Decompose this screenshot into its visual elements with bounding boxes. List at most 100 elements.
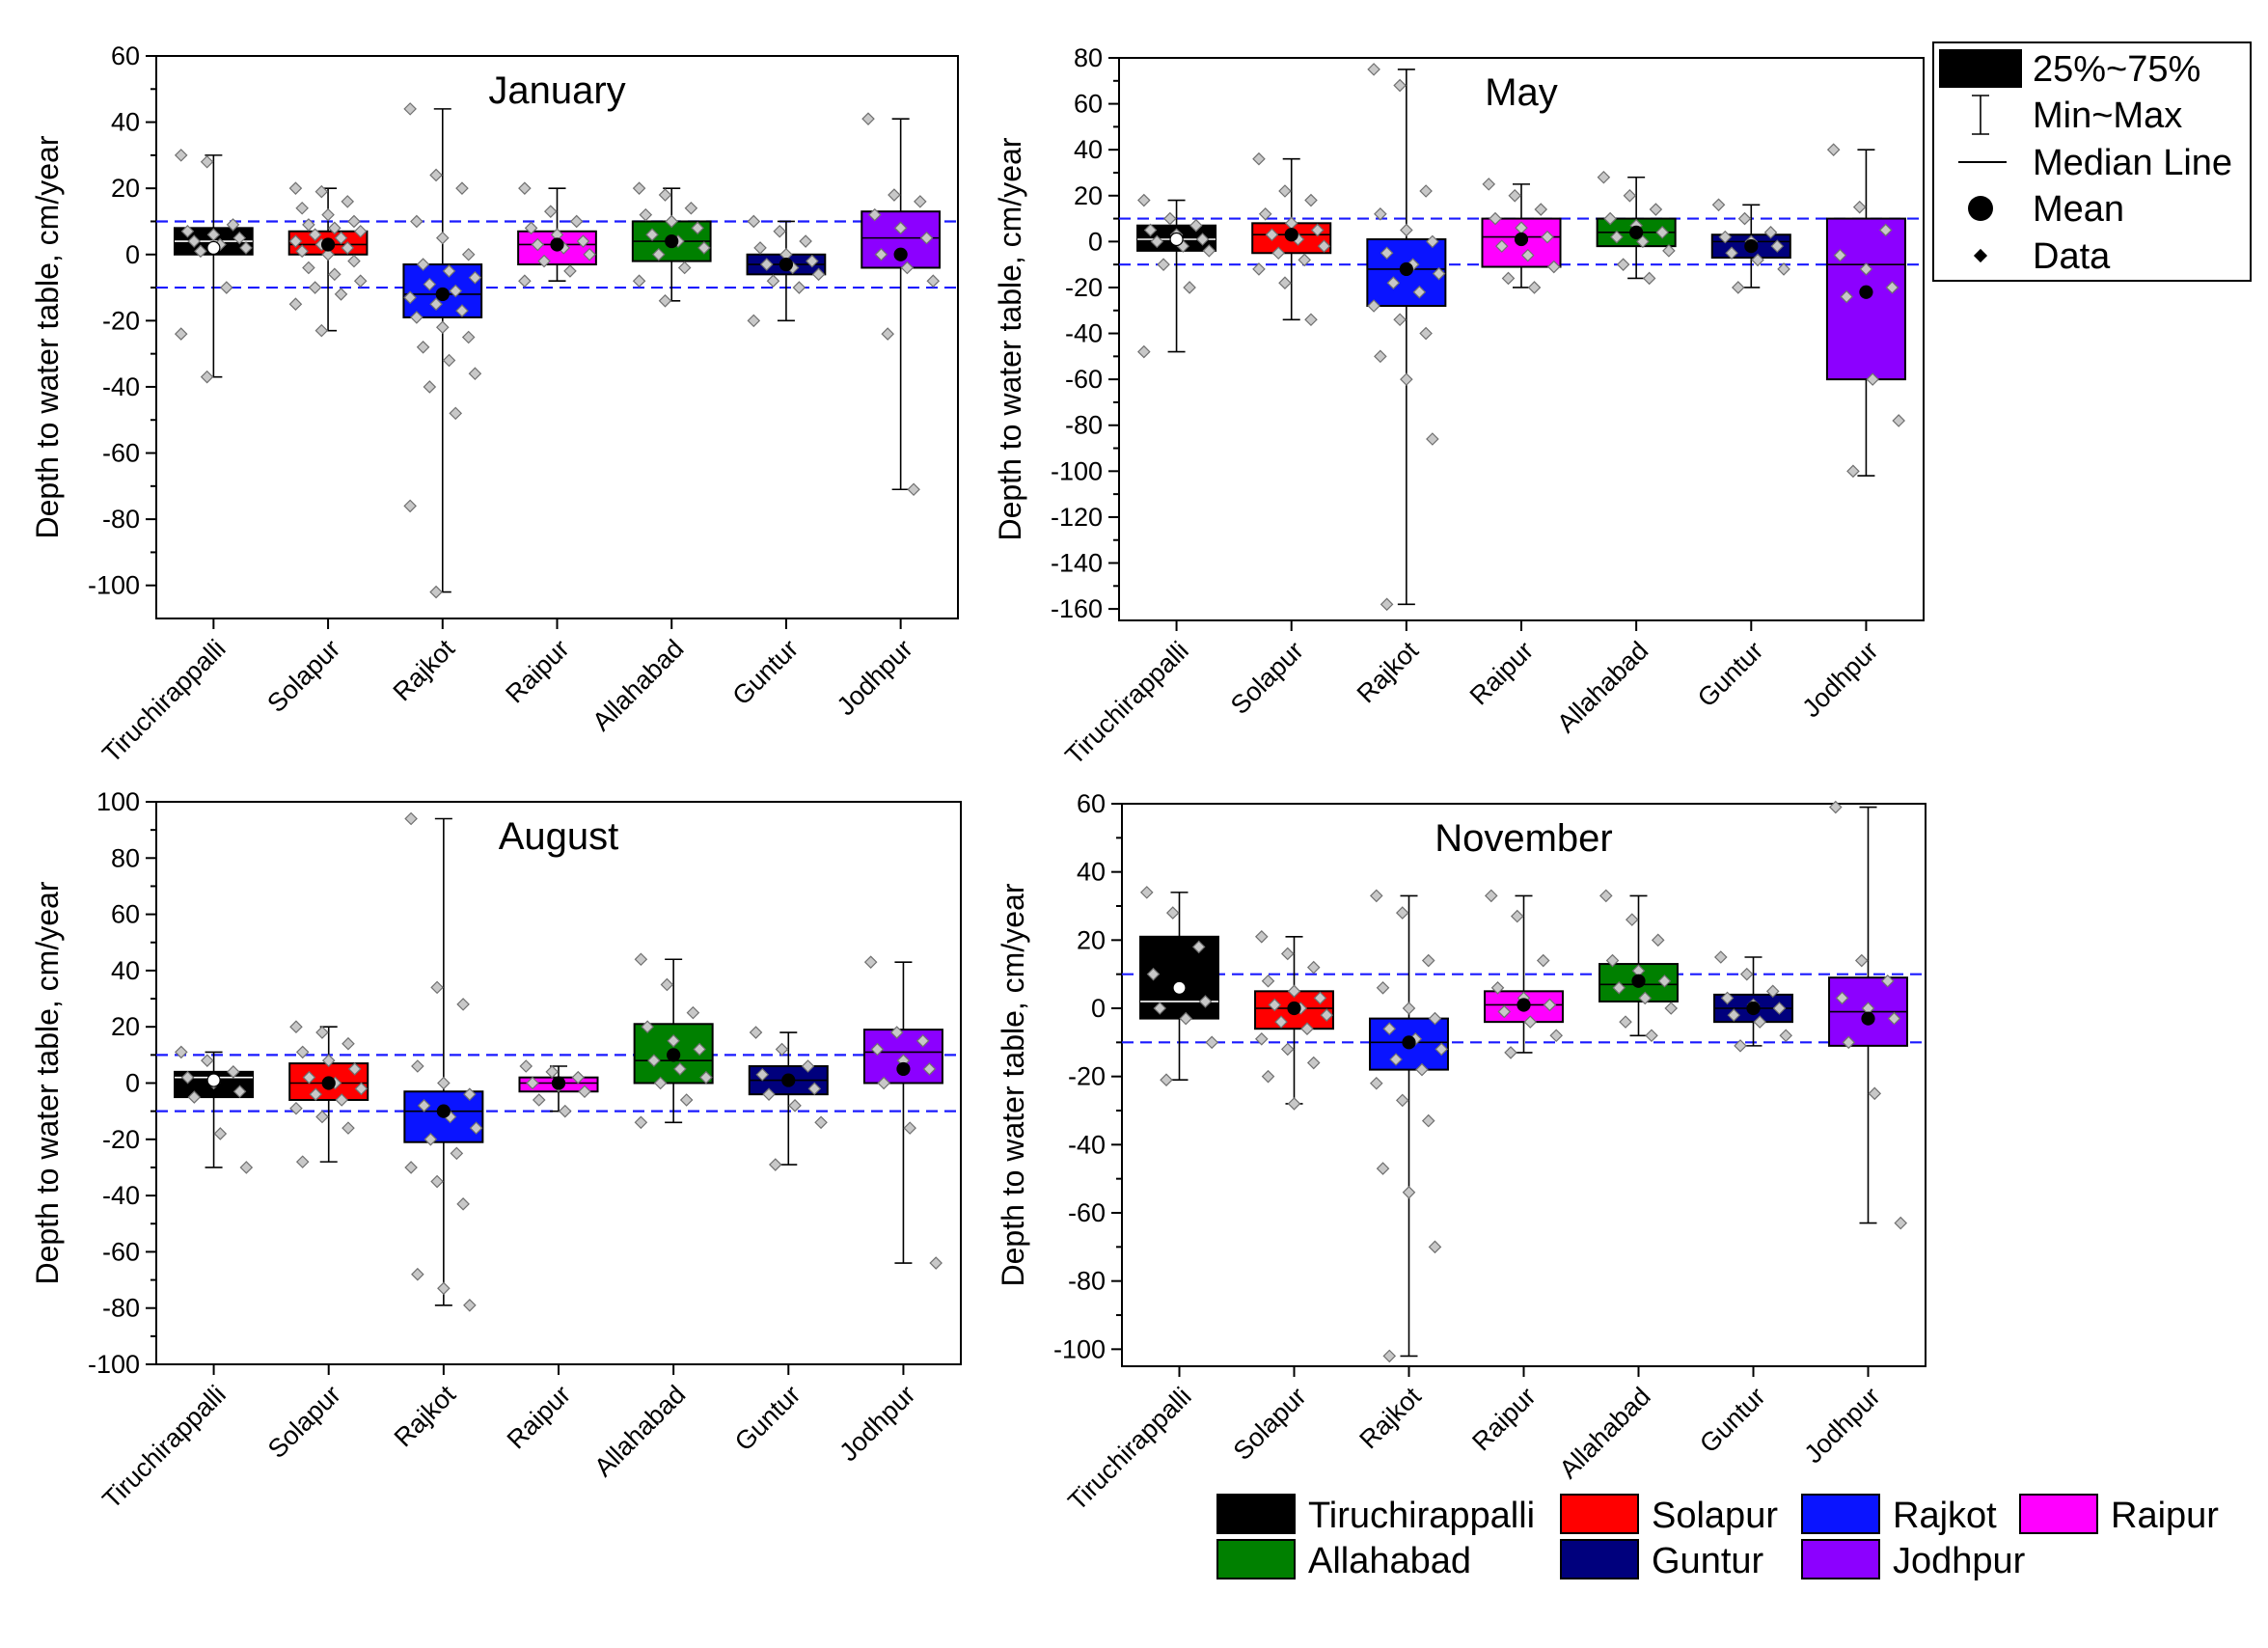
- legend-item-rajkot: Rajkot: [1801, 1494, 1997, 1536]
- data-point: [1489, 211, 1502, 226]
- data-point: [1536, 953, 1550, 968]
- data-point: [634, 952, 648, 967]
- data-point: [1374, 207, 1387, 221]
- mean-marker: [1631, 974, 1646, 988]
- data-point: [1426, 234, 1439, 249]
- legend-label: Jodhpur: [1893, 1541, 2026, 1581]
- data-point: [1655, 226, 1669, 239]
- data-point: [289, 1101, 303, 1115]
- data-point: [456, 1197, 470, 1211]
- mean-marker: [1859, 285, 1873, 299]
- data-point: [1734, 1039, 1747, 1053]
- data-point: [1300, 1022, 1314, 1035]
- chart-title: May: [1485, 71, 1558, 114]
- legend-item-raipur: Raipur: [2019, 1494, 2219, 1536]
- data-point: [295, 244, 309, 259]
- x-tick-label: Jodhpur: [832, 634, 918, 721]
- data-point: [1828, 800, 1843, 814]
- data-point: [888, 188, 901, 202]
- x-tick-label: Tiruchirappalli: [1059, 636, 1193, 770]
- y-tick-label: 80: [1074, 43, 1103, 72]
- y-tick-label: -80: [102, 1294, 140, 1323]
- y-tick-label: -80: [1068, 1267, 1106, 1296]
- mean-marker: [1517, 998, 1531, 1012]
- data-point: [180, 224, 195, 238]
- key-item-whisker: Min~Max: [1972, 95, 2182, 136]
- data-point: [1179, 1011, 1193, 1026]
- y-tick-label: -60: [102, 1237, 140, 1266]
- data-point: [915, 1033, 930, 1048]
- data-point: [334, 231, 348, 245]
- data-point: [1421, 1113, 1435, 1128]
- y-tick-label: 60: [111, 900, 140, 929]
- y-tick-label: 60: [111, 41, 140, 70]
- data-point: [518, 181, 532, 195]
- data-point: [651, 247, 666, 261]
- data-point: [1645, 1029, 1658, 1043]
- data-point: [1610, 230, 1624, 244]
- data-point: [673, 1062, 687, 1076]
- data-point: [295, 201, 309, 215]
- mean-marker: [206, 1073, 221, 1087]
- mean-marker: [781, 1073, 796, 1087]
- data-point: [1534, 203, 1548, 216]
- data-point: [563, 264, 577, 278]
- data-point: [442, 353, 456, 368]
- data-point: [576, 234, 590, 248]
- data-point: [907, 482, 920, 497]
- box-statistics-key: 25%~75% Min~Max Median Line Mean Data: [1932, 41, 2252, 282]
- y-tick-label: 40: [111, 956, 140, 985]
- mean-marker: [779, 257, 794, 272]
- legend-item-allahabad: Allahabad: [1216, 1539, 1471, 1581]
- data-point: [1137, 344, 1151, 359]
- data-point: [404, 811, 418, 826]
- data-point: [749, 1026, 763, 1039]
- data-point: [1737, 211, 1752, 226]
- data-point: [1510, 909, 1524, 923]
- legend-label: Solapur: [1652, 1496, 1778, 1536]
- data-point: [423, 277, 437, 291]
- data-point: [1393, 78, 1407, 93]
- data-point: [1642, 271, 1656, 286]
- data-point: [1393, 313, 1407, 327]
- x-tick-label: Solapur: [262, 1380, 346, 1464]
- data-point: [665, 214, 679, 229]
- data-point: [1861, 1002, 1875, 1015]
- data-point: [1191, 940, 1206, 954]
- data-point: [874, 247, 888, 261]
- data-point: [799, 234, 812, 248]
- data-point: [863, 955, 878, 969]
- data-point: [686, 1005, 700, 1020]
- data-point: [773, 224, 786, 238]
- data-point: [1501, 271, 1516, 286]
- data-point: [1603, 211, 1617, 226]
- iqr-box: [1825, 217, 1906, 381]
- data-point: [814, 1115, 828, 1130]
- data-point: [1765, 984, 1780, 999]
- data-point: [1258, 207, 1272, 221]
- box-jodhpur: [1828, 800, 1908, 1230]
- plot-frame: [1121, 803, 1926, 1367]
- data-point: [435, 320, 450, 335]
- data-point: [1494, 239, 1509, 253]
- y-tick-label: 0: [1088, 227, 1103, 256]
- data-point: [302, 218, 315, 232]
- data-point: [1718, 230, 1733, 244]
- data-point: [1428, 1240, 1442, 1254]
- data-point: [1508, 188, 1522, 203]
- chart-panels: -100 -80 -60 -40 -20 0 20 40 60 Depth to water ta…: [30, 41, 1926, 1516]
- data-point: [201, 1054, 214, 1067]
- data-point: [314, 323, 329, 338]
- x-tick-label: Guntur: [727, 634, 805, 711]
- data-point: [526, 1076, 539, 1090]
- mean-marker: [667, 1048, 681, 1062]
- data-point: [347, 214, 361, 229]
- data-point: [1402, 1186, 1416, 1199]
- data-point: [187, 1090, 202, 1104]
- data-point: [1770, 239, 1785, 253]
- x-tick-label: Raipur: [1464, 636, 1539, 710]
- box-rajkot: [402, 102, 483, 599]
- data-point: [180, 1070, 195, 1085]
- mean-marker: [320, 237, 336, 252]
- plot-frame: [1118, 57, 1925, 621]
